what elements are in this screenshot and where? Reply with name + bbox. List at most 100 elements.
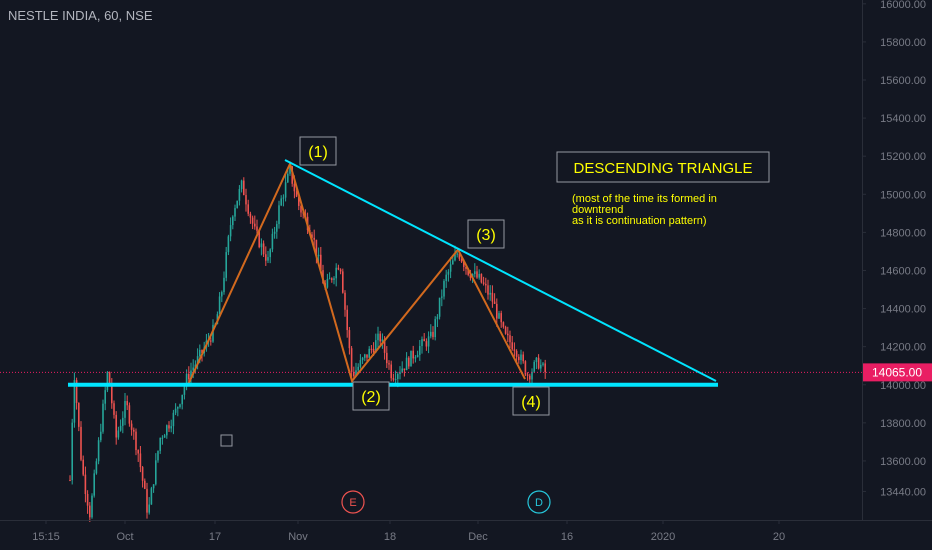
candle-body xyxy=(504,326,507,334)
annotation-note-line: as it is continuation pattern) xyxy=(572,215,707,227)
candle-body xyxy=(372,348,375,353)
candle-body xyxy=(238,188,241,201)
price-tick-label: 13600.00 xyxy=(880,456,926,468)
candle-body xyxy=(386,352,388,364)
candle-body xyxy=(388,363,390,365)
price-tick-label: 13440.00 xyxy=(880,486,926,498)
candle-body xyxy=(190,370,192,380)
candle-body xyxy=(218,296,221,315)
candle-body xyxy=(271,233,274,250)
candle-body xyxy=(170,426,172,429)
candle-body xyxy=(375,340,377,353)
candle-body xyxy=(221,292,223,297)
drawings-layer: (1) (2) (3) (4) DESCENDING TRIANGLE (most of … xyxy=(0,136,862,514)
candle-body xyxy=(212,324,214,342)
candle-body xyxy=(113,403,115,415)
candle-body xyxy=(210,340,212,342)
time-tick-label: 15:15 xyxy=(32,531,60,543)
candle-body xyxy=(201,349,203,354)
candle-body xyxy=(234,208,236,217)
candle-body xyxy=(331,278,333,280)
event-marker-letter: D xyxy=(535,497,543,509)
candle-body xyxy=(529,375,531,380)
candle-body xyxy=(251,217,254,224)
candle-body xyxy=(533,361,535,372)
candle-body xyxy=(199,349,201,357)
candle-body xyxy=(126,400,128,406)
candle-body xyxy=(298,196,300,206)
candle-body xyxy=(434,319,436,338)
candle-body xyxy=(192,367,194,371)
candle-body xyxy=(265,254,267,261)
candle-body xyxy=(168,425,170,429)
candle-body xyxy=(284,182,287,198)
candle-body xyxy=(399,372,401,374)
candle-body xyxy=(300,205,302,213)
candle-body xyxy=(405,357,408,371)
event-marker xyxy=(527,490,551,514)
candle-body xyxy=(401,368,403,373)
candle-body xyxy=(249,213,252,218)
candle-body xyxy=(540,364,542,369)
candle-body xyxy=(69,480,71,481)
candle-body xyxy=(447,271,450,275)
time-tick-label: Nov xyxy=(288,531,308,543)
time-axis-border xyxy=(0,520,932,521)
candle-body xyxy=(394,378,397,380)
candle-body xyxy=(383,339,386,353)
candle-body xyxy=(522,354,524,362)
candle-body xyxy=(357,366,359,371)
candle-body xyxy=(236,200,238,209)
candle-body xyxy=(188,373,190,380)
candle-body xyxy=(155,460,157,485)
candle-body xyxy=(544,363,546,373)
candle-body xyxy=(515,350,518,357)
price-tick-label: 14200.00 xyxy=(880,342,926,354)
candle-body xyxy=(355,370,357,377)
candle-body xyxy=(106,372,109,391)
candle-body xyxy=(337,267,340,270)
candle-body xyxy=(348,330,351,349)
annotation-note-line: (most of the time its formed in xyxy=(572,193,717,205)
candle-body xyxy=(75,380,78,403)
candle-body xyxy=(381,339,384,342)
candles-layer xyxy=(69,163,546,523)
candle-body xyxy=(104,390,106,404)
candle-body xyxy=(287,173,289,183)
time-axis[interactable]: 15:15 Oct 17 Nov 18 Dec 16 2020 20 xyxy=(32,520,785,543)
candle-body xyxy=(326,278,329,288)
candle-body xyxy=(86,493,89,506)
candle-body xyxy=(93,473,95,496)
candle-body xyxy=(427,336,430,347)
candle-body xyxy=(443,280,445,297)
candle-body xyxy=(482,282,485,284)
candle-body xyxy=(181,394,183,405)
candle-body xyxy=(282,197,285,199)
candle-body xyxy=(370,348,373,350)
candle-body xyxy=(513,349,516,351)
candle-body xyxy=(225,252,227,278)
candle-body xyxy=(229,225,232,237)
candle-body xyxy=(421,339,423,347)
last-price-value: 14065.00 xyxy=(872,365,922,379)
candle-body xyxy=(452,260,454,265)
candle-body xyxy=(260,243,263,248)
candle-body xyxy=(454,254,456,261)
candle-body xyxy=(95,461,98,474)
candle-body xyxy=(293,183,296,192)
time-tick-label: 17 xyxy=(209,531,221,543)
candle-body xyxy=(359,360,362,367)
candle-body xyxy=(317,254,320,257)
time-tick-label: 20 xyxy=(773,531,785,543)
candle-body xyxy=(144,480,146,489)
candle-body xyxy=(194,364,197,368)
candle-body xyxy=(397,373,399,379)
candle-body xyxy=(474,271,476,274)
price-axis[interactable]: 16000.00 15800.00 15600.00 15400.00 15200.00… xyxy=(862,0,932,498)
candle-body xyxy=(276,224,278,232)
price-tick-label: 15200.00 xyxy=(880,151,926,163)
candle-body xyxy=(124,400,126,418)
event-marker xyxy=(341,490,365,514)
candle-body xyxy=(478,273,480,278)
